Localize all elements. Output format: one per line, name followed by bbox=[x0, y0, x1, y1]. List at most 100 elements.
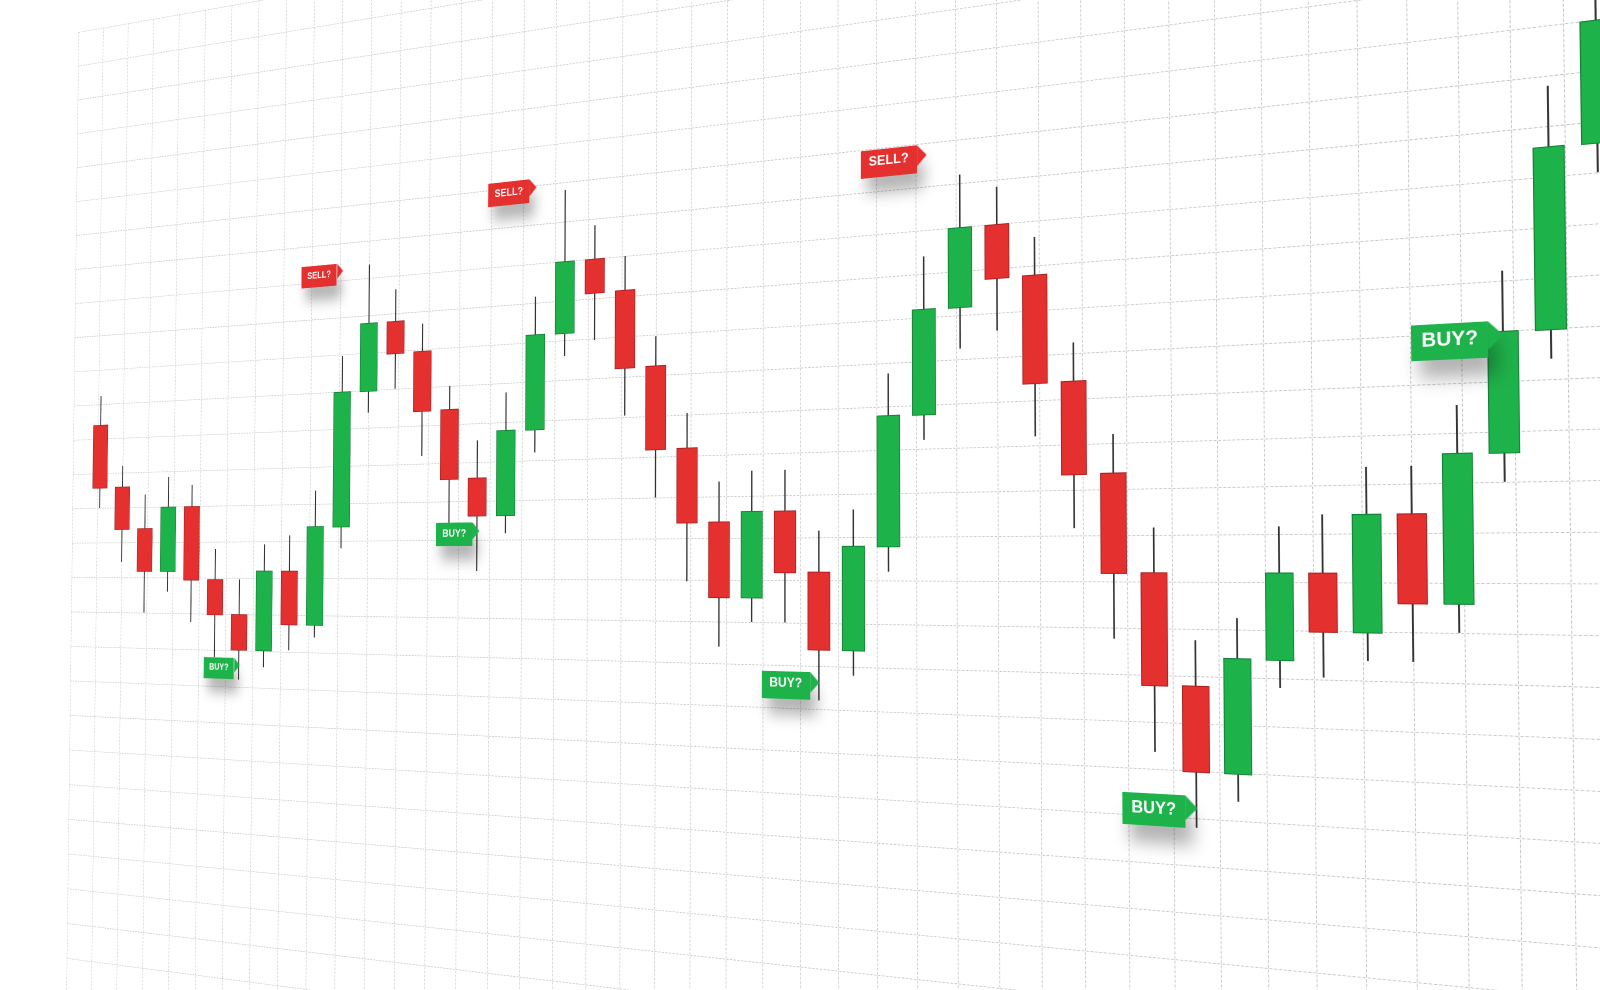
candle-body-up bbox=[1265, 572, 1294, 661]
candle-body-down bbox=[1061, 380, 1087, 476]
tag-label: SELL? bbox=[869, 151, 909, 170]
candle bbox=[1481, 0, 1530, 990]
candle bbox=[1259, 0, 1299, 990]
candle-body-up bbox=[525, 334, 545, 431]
candle bbox=[409, 0, 434, 990]
candle-body-down bbox=[183, 506, 200, 580]
candle bbox=[612, 0, 636, 990]
candle bbox=[355, 0, 381, 990]
tag-label: SELL? bbox=[307, 268, 331, 281]
candle-body-up bbox=[741, 511, 763, 599]
candle bbox=[179, 10, 205, 990]
candle-body-down bbox=[1397, 513, 1428, 605]
candle bbox=[552, 0, 576, 990]
candle bbox=[947, 0, 975, 990]
tag-arrow-icon bbox=[917, 144, 927, 166]
candle-body-down bbox=[808, 572, 831, 651]
tag-arrow-icon bbox=[810, 672, 819, 693]
tag-label: BUY? bbox=[209, 661, 228, 673]
candle-body-down bbox=[281, 571, 298, 626]
candle-body-up bbox=[255, 571, 272, 652]
tag-arrow-icon bbox=[1185, 795, 1197, 821]
candle bbox=[493, 0, 518, 990]
tag-label: BUY? bbox=[1131, 797, 1176, 819]
candle bbox=[109, 22, 136, 990]
candle-body-up bbox=[948, 226, 973, 309]
gridline-vertical bbox=[66, 32, 79, 990]
candle-body-down bbox=[1141, 572, 1169, 686]
candle-body-up bbox=[360, 322, 378, 392]
candle-body-down bbox=[1100, 472, 1127, 574]
buy-tag: BUY? bbox=[762, 671, 810, 700]
candle-body-down bbox=[615, 289, 636, 369]
candle-body-down bbox=[1182, 685, 1210, 773]
candle bbox=[1217, 0, 1255, 990]
candle bbox=[203, 6, 229, 990]
candle-body-up bbox=[1352, 514, 1383, 634]
sell-tag: SELL? bbox=[488, 179, 529, 207]
candle-body-down bbox=[645, 365, 666, 451]
candle-body-down bbox=[413, 350, 432, 412]
candle-body-down bbox=[984, 223, 1009, 280]
candle bbox=[465, 0, 490, 990]
candle bbox=[328, 0, 354, 990]
candle bbox=[302, 0, 328, 990]
candle-body-up bbox=[496, 430, 516, 517]
chart-surface: BUY?SELL?BUY?SELL?BUY?SELL?BUY?BUY?SELL?… bbox=[66, 0, 1600, 990]
candle-body-down bbox=[708, 521, 730, 598]
candle bbox=[1389, 0, 1434, 990]
candle bbox=[252, 0, 278, 990]
candle-body-down bbox=[386, 320, 404, 354]
candle-body-down bbox=[774, 510, 796, 573]
candle-body-down bbox=[231, 614, 248, 651]
candle-body-down bbox=[468, 477, 487, 516]
tag-label: BUY? bbox=[1421, 327, 1478, 352]
tag-arrow-icon bbox=[234, 658, 240, 673]
tag-arrow-icon bbox=[530, 179, 537, 197]
chart-stage: BUY?SELL?BUY?SELL?BUY?SELL?BUY?BUY?SELL?… bbox=[0, 0, 1600, 990]
candle-body-up bbox=[842, 546, 865, 652]
tag-label: BUY? bbox=[442, 526, 466, 539]
candle-body-up bbox=[1223, 658, 1252, 776]
candle-wick bbox=[1321, 514, 1324, 677]
tag-label: BUY? bbox=[769, 675, 802, 691]
candle bbox=[1058, 0, 1090, 990]
tag-arrow-icon bbox=[1488, 320, 1503, 349]
candle bbox=[807, 0, 830, 990]
candle-body-up bbox=[877, 415, 901, 548]
candle bbox=[1176, 0, 1213, 990]
candle-body-down bbox=[137, 528, 153, 572]
candle-body-up bbox=[1579, 18, 1600, 146]
candle bbox=[1020, 0, 1051, 990]
candle bbox=[132, 18, 159, 990]
candle-body-down bbox=[207, 579, 223, 615]
candle bbox=[983, 0, 1012, 990]
candle bbox=[644, 0, 668, 990]
candle-body-down bbox=[676, 447, 697, 523]
sell-tag: SELL? bbox=[861, 145, 917, 179]
candle-body-down bbox=[92, 425, 108, 489]
candle bbox=[774, 0, 797, 990]
candle-body-up bbox=[160, 507, 176, 572]
buy-tag: BUY? bbox=[204, 657, 234, 679]
candle bbox=[582, 0, 606, 990]
candle-body-up bbox=[306, 526, 324, 626]
candle-body-down bbox=[440, 409, 459, 480]
candle bbox=[227, 1, 253, 990]
candle bbox=[522, 0, 547, 990]
candle-body-down bbox=[114, 486, 130, 530]
tag-arrow-icon bbox=[472, 522, 479, 539]
candle-body-up bbox=[1533, 145, 1568, 331]
candle bbox=[1136, 0, 1171, 990]
tag-arrow-icon bbox=[337, 263, 343, 278]
candle bbox=[155, 14, 182, 990]
candle bbox=[277, 0, 303, 990]
candle bbox=[1434, 0, 1481, 990]
candle bbox=[675, 0, 698, 990]
buy-tag: BUY? bbox=[436, 522, 473, 546]
candle bbox=[436, 0, 461, 990]
candle-body-up bbox=[333, 391, 351, 527]
buy-tag: BUY? bbox=[1411, 321, 1489, 361]
candle bbox=[707, 0, 730, 990]
sell-tag: SELL? bbox=[301, 264, 336, 289]
